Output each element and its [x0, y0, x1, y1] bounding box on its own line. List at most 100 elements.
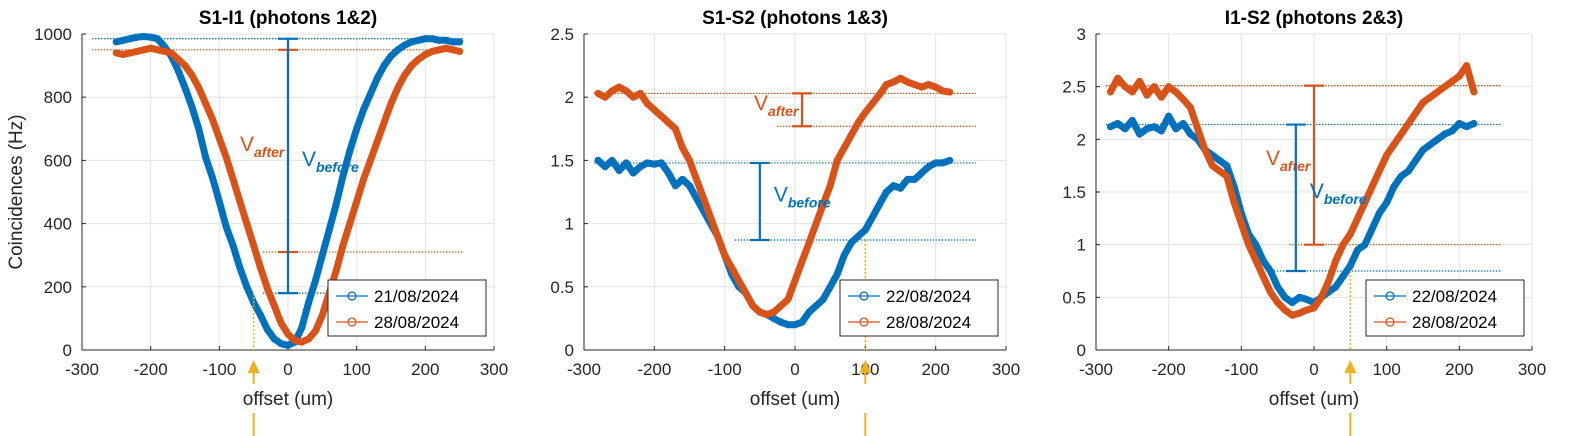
- y-tick-label: 2: [565, 88, 574, 107]
- x-tick-label: 300: [1518, 360, 1546, 379]
- data-point: [160, 47, 168, 55]
- data-point: [763, 311, 771, 319]
- data-point: [897, 184, 904, 192]
- x-tick-label: 300: [992, 360, 1020, 379]
- y-tick-label: 200: [44, 278, 72, 297]
- data-point: [1390, 183, 1398, 191]
- data-point: [1339, 241, 1347, 249]
- y-tick-label: 1: [565, 215, 574, 234]
- legend-box: [839, 279, 999, 337]
- data-point: [1383, 151, 1391, 159]
- y-tick-label: 3: [1077, 25, 1086, 44]
- data-point: [1201, 146, 1209, 154]
- data-point: [946, 156, 954, 164]
- data-point: [798, 318, 806, 326]
- data-point: [847, 239, 855, 247]
- marker-arrow-head: [859, 360, 872, 373]
- data-point: [119, 36, 127, 44]
- data-point: [770, 314, 778, 322]
- data-point: [1390, 141, 1398, 149]
- data-point: [918, 169, 926, 177]
- data-point: [181, 62, 189, 70]
- data-point: [854, 232, 862, 240]
- data-point: [346, 147, 354, 155]
- data-point: [1121, 125, 1129, 133]
- data-point: [1266, 267, 1274, 275]
- data-point: [284, 330, 292, 338]
- data-point: [263, 325, 271, 333]
- data-point: [686, 182, 693, 190]
- data-point: [263, 284, 271, 292]
- data-point: [742, 289, 750, 297]
- data-point: [428, 35, 436, 43]
- data-point: [601, 163, 609, 171]
- data-point: [1172, 88, 1180, 96]
- data-point: [339, 172, 347, 180]
- chart-panel-2: -300-200-100010020030000.511.522.5S1-S2 …: [550, 8, 1020, 436]
- data-point: [1295, 293, 1303, 301]
- data-point: [188, 103, 196, 111]
- data-point: [686, 156, 693, 164]
- legend-entry-label: 28/08/2024: [886, 313, 971, 332]
- data-point: [449, 38, 457, 46]
- data-point: [1216, 156, 1224, 164]
- y-tick-label: 600: [44, 151, 72, 170]
- data-point: [777, 302, 785, 310]
- x-tick-label: 300: [480, 360, 508, 379]
- data-point: [700, 194, 708, 202]
- data-point: [756, 308, 764, 316]
- data-point: [932, 159, 940, 167]
- data-point: [421, 35, 429, 43]
- legend-box: [327, 279, 487, 337]
- x-tick-label: -100: [1224, 360, 1258, 379]
- data-point: [229, 242, 237, 250]
- data-point: [126, 35, 134, 43]
- x-axis-label: offset (um): [243, 389, 333, 410]
- data-point: [1463, 123, 1471, 131]
- data-point: [939, 159, 947, 167]
- x-axis-label: offset (um): [1269, 389, 1359, 410]
- data-point: [594, 89, 602, 97]
- data-point: [861, 108, 869, 116]
- data-point: [1354, 214, 1362, 222]
- data-point: [1107, 88, 1115, 96]
- data-point: [154, 46, 162, 54]
- data-point: [1404, 167, 1412, 175]
- data-point: [366, 156, 374, 164]
- data-point: [1470, 120, 1478, 128]
- data-point: [925, 163, 933, 171]
- x-tick-label: -200: [1152, 360, 1186, 379]
- y-tick-label: 800: [44, 88, 72, 107]
- data-point: [932, 83, 940, 91]
- data-point: [236, 197, 244, 205]
- data-point: [812, 302, 820, 310]
- data-point: [784, 295, 792, 303]
- y-tick-label: 2.5: [550, 25, 574, 44]
- data-point: [707, 213, 715, 221]
- data-point: [1310, 304, 1318, 312]
- legend-swatch-marker: [859, 291, 869, 301]
- data-point: [140, 33, 148, 41]
- data-point: [693, 175, 701, 183]
- data-point: [208, 174, 216, 182]
- x-tick-label: -300: [65, 360, 99, 379]
- data-point: [133, 33, 141, 41]
- y-axis-label: Coincidences (Hz): [6, 114, 27, 269]
- data-point: [1143, 125, 1151, 133]
- data-point: [1455, 72, 1463, 80]
- data-point: [1150, 83, 1158, 91]
- data-point: [925, 81, 933, 89]
- data-point: [1252, 256, 1260, 264]
- data-point: [882, 81, 890, 89]
- data-point: [236, 264, 244, 272]
- data-point: [1397, 172, 1405, 180]
- data-point: [147, 33, 155, 41]
- data-point: [1136, 77, 1144, 85]
- data-point: [332, 267, 340, 275]
- data-point: [650, 160, 658, 168]
- data-point: [833, 270, 841, 278]
- data-point: [1288, 299, 1296, 307]
- data-point: [1107, 123, 1115, 131]
- annotation-label-before: Vbefore: [774, 183, 831, 210]
- data-point: [346, 220, 354, 228]
